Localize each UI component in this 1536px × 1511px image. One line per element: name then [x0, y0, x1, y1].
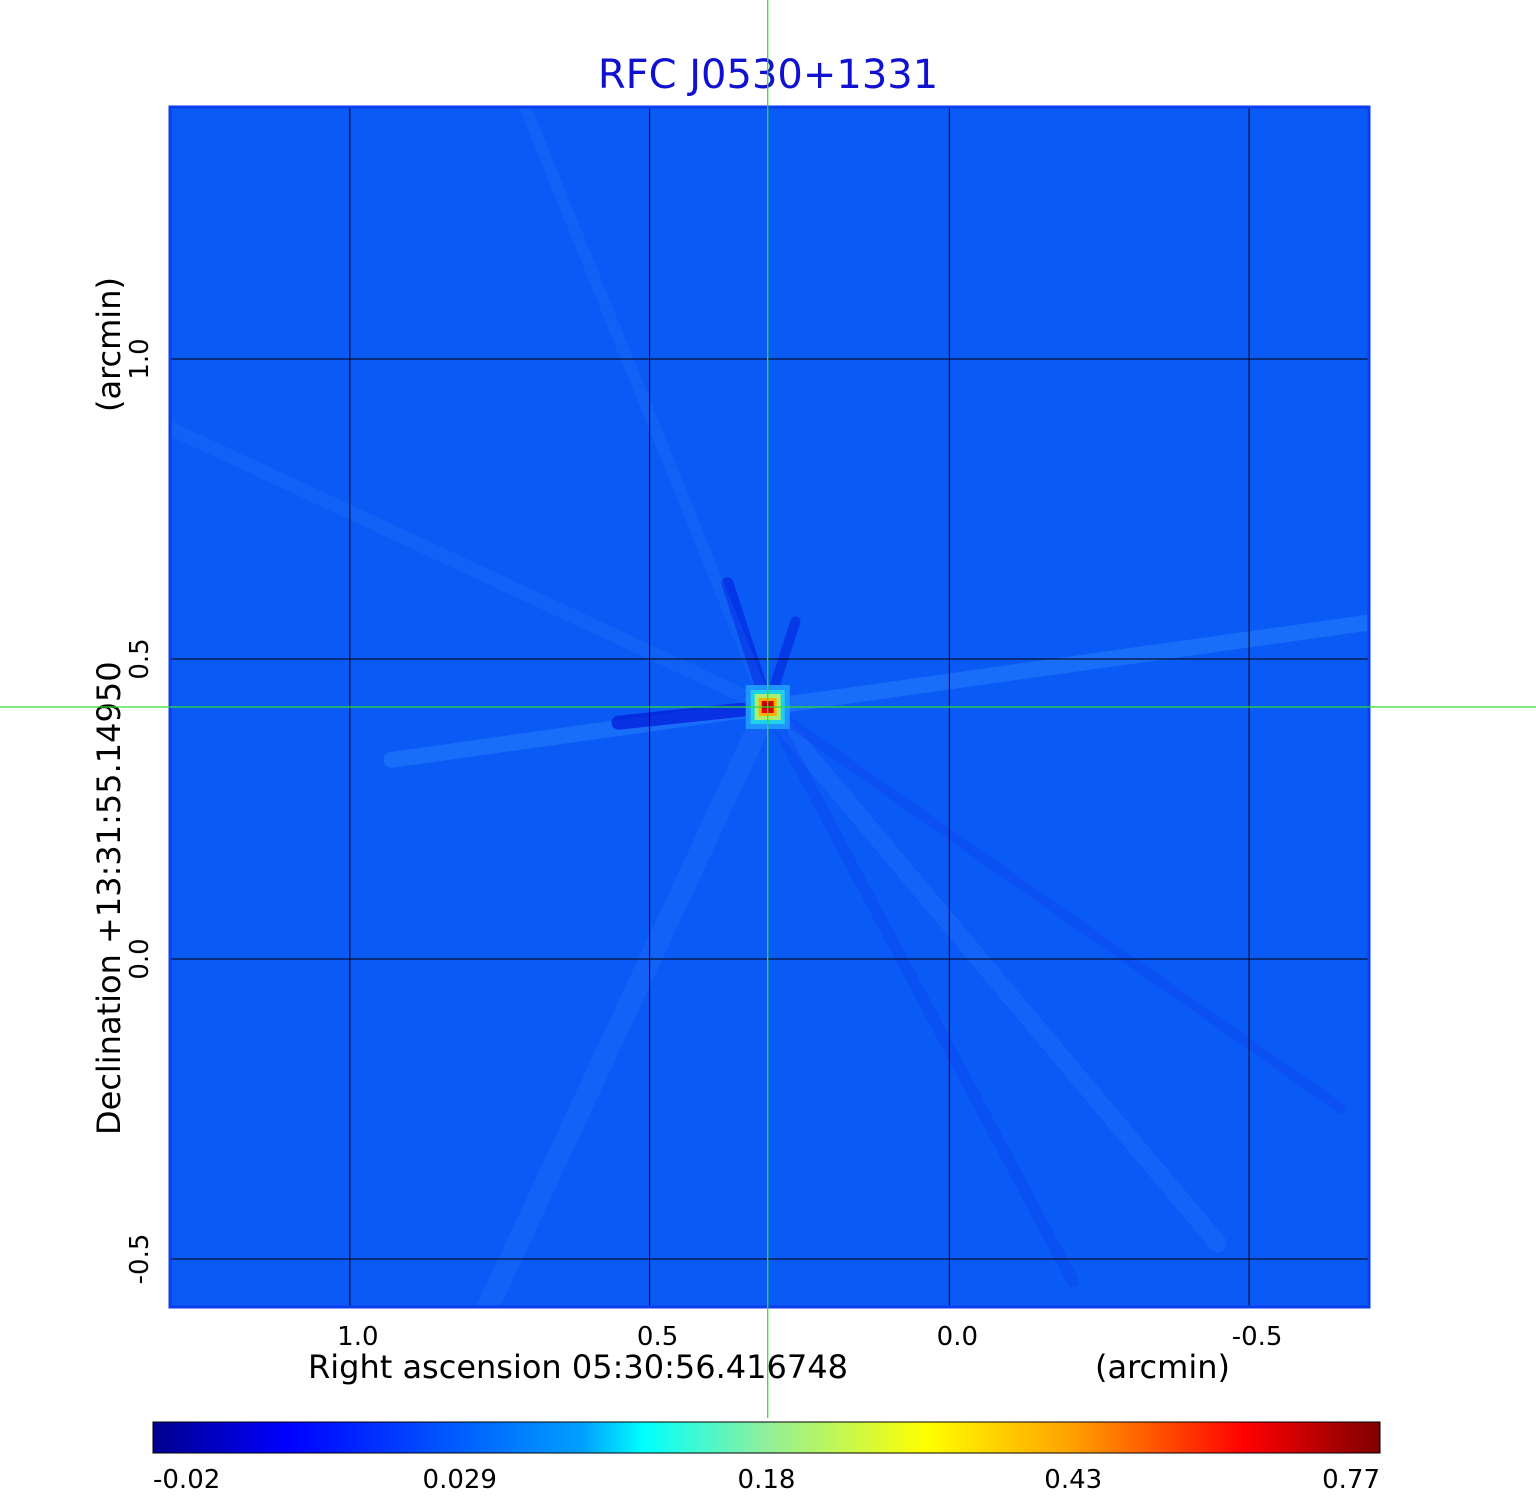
- y-tick-label: 1.0: [125, 338, 155, 379]
- x-tick-label: 0.5: [637, 1322, 678, 1352]
- x-axis-label: Right ascension 05:30:56.416748: [308, 1348, 848, 1386]
- y-tick-label: 0.0: [125, 938, 155, 979]
- colorbar-tick-label: -0.02: [153, 1465, 220, 1495]
- colorbar-tick-label: 0.43: [1044, 1465, 1102, 1495]
- colorbar-tick-labels: -0.02 0.029 0.18 0.43 0.77: [153, 1465, 1380, 1495]
- x-axis-unit: (arcmin): [1095, 1348, 1230, 1386]
- sidelobe-streak: [518, 107, 774, 713]
- sidelobe-streak: [761, 701, 1079, 1287]
- colorbar-tick-label: 0.77: [1322, 1465, 1380, 1495]
- colorbar: [152, 1421, 1381, 1454]
- y-tick-label: 0.5: [125, 638, 155, 679]
- sidelobe-streak: [475, 696, 779, 1307]
- source-core: [763, 703, 770, 709]
- sidelobe-streaks: [170, 107, 1369, 1307]
- y-tick-label: -0.5: [125, 1234, 155, 1285]
- y-axis-unit: (arcmin): [90, 277, 128, 412]
- y-tick-labels: -0.5 0.0 0.5 1.0: [125, 338, 155, 1284]
- sidelobe-streak: [611, 700, 775, 730]
- y-axis-label: Declination +13:31:55.14950: [90, 661, 128, 1135]
- sidelobe-streak: [762, 702, 1347, 1114]
- colorbar-tick-label: 0.029: [423, 1465, 497, 1495]
- image-panel: [170, 107, 1369, 1307]
- x-tick-label: 1.0: [337, 1322, 378, 1352]
- x-tick-label: -0.5: [1232, 1322, 1283, 1352]
- sidelobe-streak: [759, 614, 1369, 715]
- colorbar-tick-label: 0.18: [738, 1465, 796, 1495]
- sidelobe-streak: [170, 420, 775, 714]
- x-tick-label: 0.0: [937, 1322, 978, 1352]
- sidelobe-streak: [758, 698, 1227, 1253]
- x-tick-labels: 1.0 0.5 0.0 -0.5: [337, 1322, 1282, 1352]
